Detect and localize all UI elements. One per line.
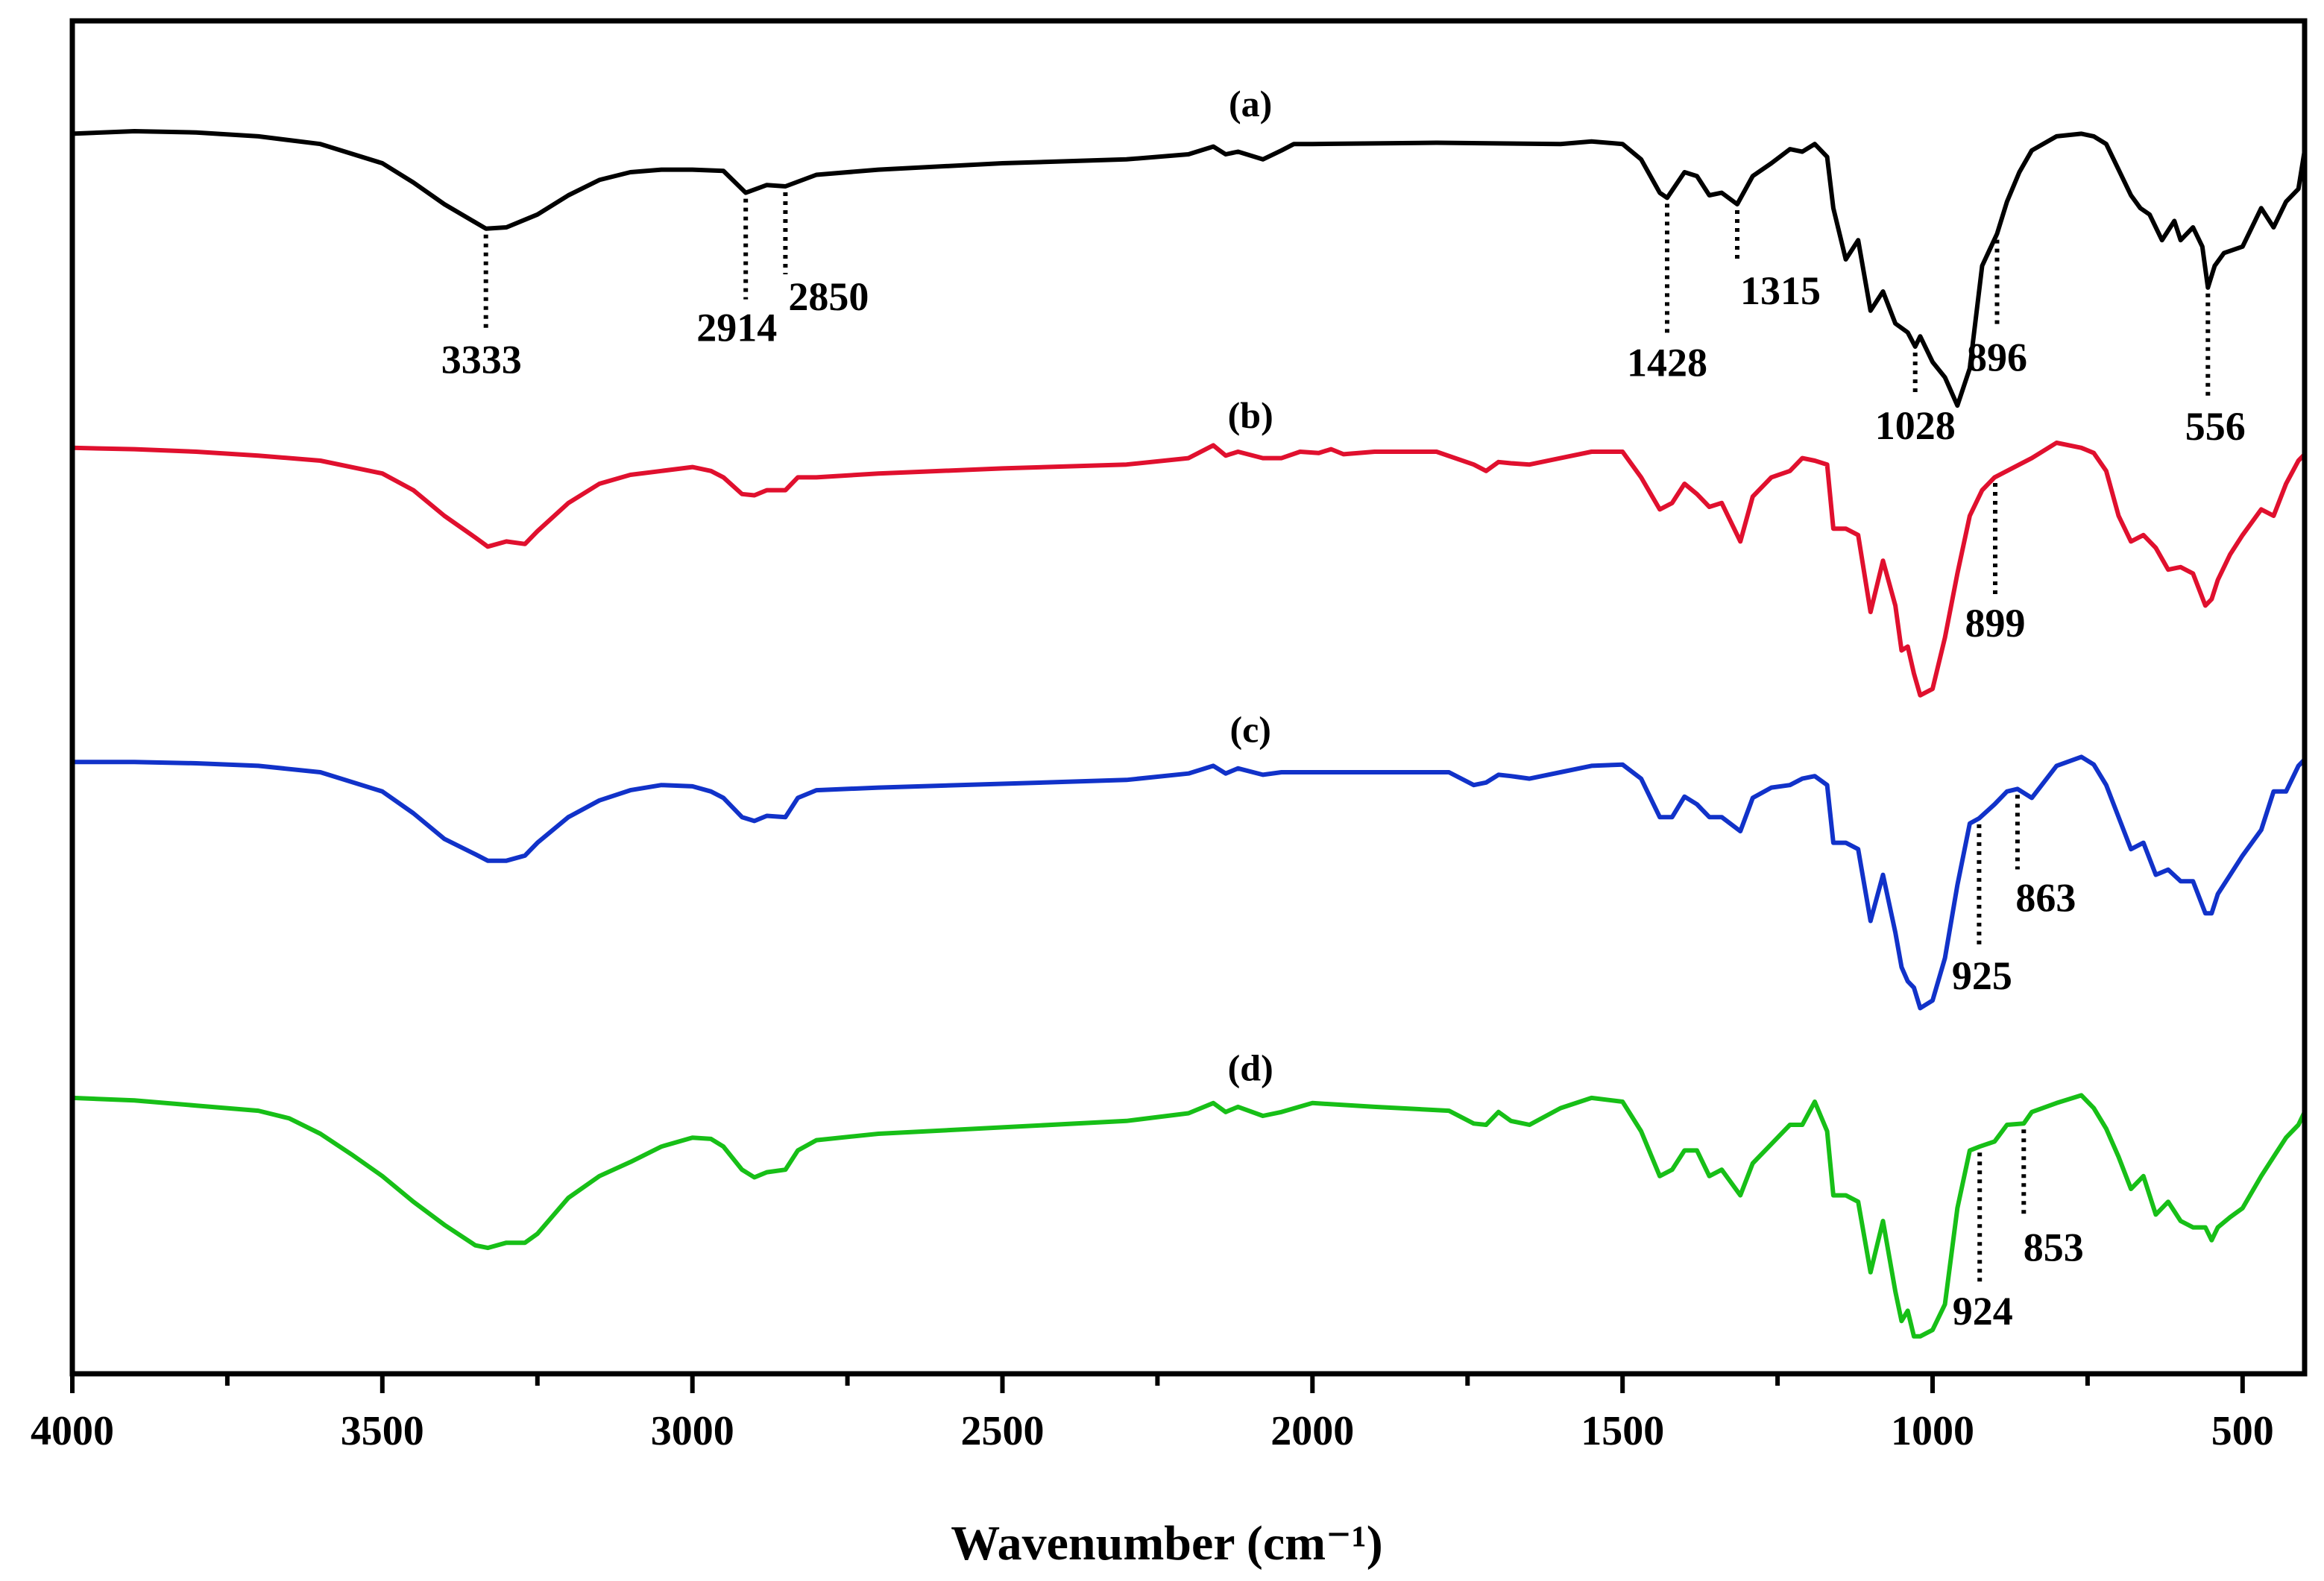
peak-label-a-3333: 3333: [441, 338, 522, 382]
x-axis-title: Wavenumber (cm⁻¹): [951, 1516, 1383, 1571]
x-axis-ticks: 4000 3500 3000 2500 2000 1500 1000 500: [31, 1372, 2274, 1454]
x-tick-label-1500: 1500: [1581, 1408, 1664, 1454]
x-tick-label-4000: 4000: [31, 1408, 114, 1454]
peak-label-a-1028: 1028: [1875, 403, 1956, 448]
series-label-b: (b): [1228, 394, 1273, 436]
plot-frame: [69, 18, 2308, 1377]
series-line-d: [70, 1093, 2307, 1339]
series-line-b: [70, 441, 2307, 698]
peak-label-c-925: 925: [1952, 953, 2012, 998]
x-tick-label-2500: 2500: [961, 1408, 1045, 1454]
peak-label-a-2850: 2850: [788, 274, 869, 319]
series-line-c: [70, 754, 2307, 1011]
x-tick-label-3500: 3500: [341, 1408, 424, 1454]
series-labels: (a) (b) (c) (d): [1228, 83, 1273, 1088]
peak-label-d-924: 924: [1953, 1289, 2013, 1334]
series-layer: [70, 129, 2307, 1339]
series-label-a: (a): [1229, 83, 1272, 124]
peak-label-b-899: 899: [1965, 601, 2026, 646]
series-line-a: [70, 129, 2307, 408]
x-tick-label-3000: 3000: [651, 1408, 734, 1454]
x-tick-label-1000: 1000: [1891, 1408, 1974, 1454]
peak-label-a-1315: 1315: [1740, 268, 1821, 313]
peak-label-a-1428: 1428: [1627, 340, 1707, 385]
series-label-c: (c): [1229, 708, 1271, 750]
series-label-d: (d): [1228, 1047, 1273, 1088]
peak-label-c-863: 863: [2015, 875, 2076, 920]
peak-label-d-853: 853: [2024, 1225, 2084, 1269]
peak-label-a-896: 896: [1967, 335, 2027, 380]
x-tick-label-2000: 2000: [1270, 1408, 1354, 1454]
peak-label-a-2914: 2914: [696, 306, 777, 350]
peak-label-a-556: 556: [2185, 404, 2246, 449]
x-tick-label-500: 500: [2211, 1408, 2274, 1454]
